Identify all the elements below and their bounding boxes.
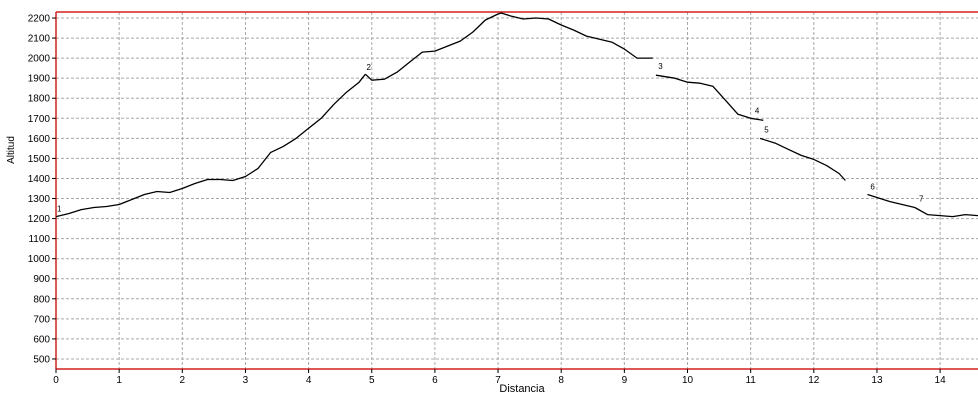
series	[56, 13, 978, 217]
y-tick-label: 500	[33, 354, 50, 365]
y-tick-label: 1200	[28, 214, 51, 225]
waypoint-label-1: 1	[57, 205, 62, 214]
elevation-segment-4	[760, 138, 845, 180]
x-tick-label: 11	[745, 375, 756, 386]
x-tick-label: 13	[871, 375, 883, 386]
x-tick-label: 8	[558, 375, 564, 386]
y-tick-label: 1100	[28, 234, 50, 245]
y-tick-label: 1900	[28, 74, 51, 85]
x-tick-label: 4	[306, 375, 312, 386]
y-tick-label: 1500	[28, 154, 51, 165]
x-tick-label: 2	[180, 375, 186, 386]
y-tick-label: 900	[33, 274, 50, 285]
y-tick-label: 1600	[28, 134, 51, 145]
y-axis-label: Altitud	[6, 136, 17, 164]
waypoint-label-6: 6	[870, 182, 875, 191]
waypoint-label-2: 2	[366, 63, 371, 72]
x-tick-label: 3	[243, 375, 249, 386]
waypoint-label-4: 4	[755, 106, 760, 115]
x-tick-label: 10	[682, 375, 694, 386]
x-tick-label: 14	[935, 375, 947, 386]
y-tick-label: 1700	[28, 114, 51, 125]
waypoint-label-5: 5	[764, 125, 769, 134]
x-tick-label: 9	[622, 375, 628, 386]
y-tick-label: 1000	[28, 254, 51, 265]
waypoint-label-3: 3	[658, 62, 663, 71]
x-tick-label: 5	[369, 375, 375, 386]
grid	[56, 12, 978, 369]
y-tick-label: 600	[33, 334, 50, 345]
x-tick-label: 12	[808, 375, 820, 386]
elevation-segment-2	[365, 13, 652, 80]
y-tick-label: 2100	[28, 34, 51, 45]
y-tick-label: 1800	[28, 94, 51, 105]
x-tick-label: 1	[116, 375, 122, 386]
y-tick-label: 2200	[28, 14, 51, 25]
y-tick-label: 1400	[28, 174, 51, 185]
elevation-segment-1	[56, 74, 365, 216]
x-tick-label: 6	[432, 375, 438, 386]
y-tick-label: 700	[33, 314, 50, 325]
waypoint-label-7: 7	[919, 195, 924, 204]
x-axis-label: Distancia	[499, 383, 545, 395]
y-tick-label: 2000	[28, 54, 51, 65]
y-tick-label: 800	[33, 294, 50, 305]
y-tick-label: 1300	[28, 194, 51, 205]
x-tick-label: 0	[53, 375, 59, 386]
